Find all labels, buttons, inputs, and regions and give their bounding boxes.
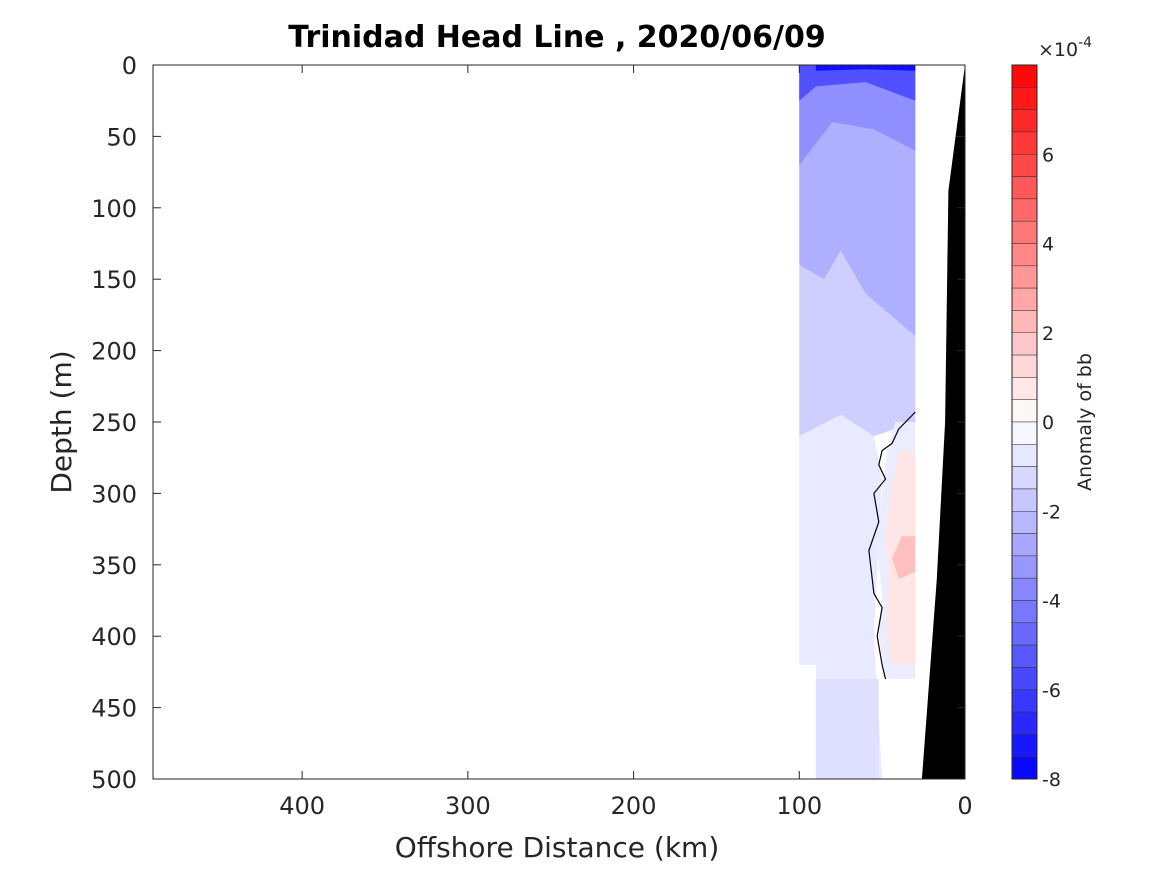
colorbar-band bbox=[1011, 399, 1038, 423]
y-tick-label: 200 bbox=[91, 338, 137, 366]
colorbar-label: Anomaly of bb bbox=[1074, 353, 1096, 491]
colorbar-exponent-base: ×10 bbox=[1038, 39, 1078, 61]
colorbar-band bbox=[1011, 421, 1038, 445]
colorbar-band bbox=[1011, 622, 1038, 646]
colorbar-band bbox=[1011, 198, 1038, 222]
colorbar-band bbox=[1011, 444, 1038, 467]
colorbar-bands bbox=[1011, 64, 1038, 780]
colorbar-band bbox=[1011, 176, 1038, 200]
colorbar-tick-label: -8 bbox=[1042, 769, 1061, 791]
colorbar-band bbox=[1011, 466, 1038, 490]
anomaly-region-3 bbox=[799, 65, 916, 165]
colorbar-band bbox=[1011, 577, 1038, 601]
anomaly-region-9 bbox=[892, 536, 916, 580]
colorbar-band bbox=[1011, 689, 1038, 713]
colorbar-band bbox=[1011, 332, 1038, 356]
bathymetry-seafloor bbox=[921, 65, 965, 779]
colorbar-band bbox=[1011, 354, 1038, 378]
anomaly-region-4 bbox=[799, 65, 916, 101]
y-tick-label: 450 bbox=[91, 695, 137, 723]
colorbar-frame bbox=[1011, 64, 1038, 780]
x-tick-label: 100 bbox=[776, 792, 822, 820]
y-axis-label: Depth (m) bbox=[45, 350, 78, 493]
y-tick-label: 0 bbox=[122, 52, 137, 80]
colorbar-exponent: ×10-4 bbox=[1038, 35, 1092, 61]
colorbar-band bbox=[1011, 644, 1038, 668]
colorbar-band bbox=[1011, 756, 1038, 780]
colorbar-band bbox=[1011, 555, 1038, 579]
x-tick-label: 200 bbox=[611, 792, 657, 820]
colorbar-band bbox=[1011, 511, 1038, 534]
zero-contour-line bbox=[868, 411, 916, 680]
colorbar-tick-label: 6 bbox=[1042, 144, 1054, 166]
x-tick-label: 400 bbox=[279, 792, 325, 820]
colorbar-band bbox=[1011, 533, 1038, 557]
colorbar-tick-label: -4 bbox=[1042, 591, 1061, 613]
plot-area: 400 300 200 100 0 0 50 100 150 200 250 300 350 400 45… bbox=[91, 52, 972, 820]
colorbar-tick-label: -6 bbox=[1042, 680, 1061, 702]
colorbar-band bbox=[1011, 109, 1038, 133]
colorbar-band bbox=[1011, 265, 1038, 289]
x-axis-label: Offshore Distance (km) bbox=[395, 831, 720, 864]
colorbar-exponent-power: -4 bbox=[1078, 35, 1092, 51]
x-axis-ticks: 400 300 200 100 0 bbox=[279, 65, 973, 820]
colorbar-band bbox=[1011, 243, 1038, 267]
colorbar-band bbox=[1011, 711, 1038, 735]
y-tick-label: 150 bbox=[91, 266, 137, 294]
colorbar-band bbox=[1011, 87, 1038, 110]
x-tick-label: 0 bbox=[957, 792, 972, 820]
y-tick-label: 100 bbox=[91, 195, 137, 223]
colorbar-band bbox=[1011, 734, 1038, 757]
colorbar-band bbox=[1011, 377, 1038, 400]
colorbar-band bbox=[1011, 220, 1038, 244]
y-axis-ticks: 0 50 100 150 200 250 300 350 400 450 500 bbox=[91, 52, 965, 794]
y-tick-label: 50 bbox=[106, 123, 137, 151]
colorbar-tick-label: -2 bbox=[1042, 501, 1061, 523]
colorbar-band bbox=[1011, 600, 1038, 624]
colorbar-band bbox=[1011, 154, 1038, 177]
colorbar-band bbox=[1011, 310, 1038, 334]
colorbar-ticks: 6 4 2 0 -2 -4 -6 -8 bbox=[1042, 144, 1061, 791]
colorbar-tick-label: 0 bbox=[1042, 412, 1054, 434]
anomaly-field bbox=[799, 65, 916, 779]
colorbar-tick-label: 4 bbox=[1042, 234, 1054, 256]
chart-title: Trinidad Head Line , 2020/06/09 bbox=[288, 20, 825, 55]
colorbar-tick-label: 2 bbox=[1042, 323, 1054, 345]
x-tick-label: 300 bbox=[445, 792, 491, 820]
colorbar-band bbox=[1011, 488, 1038, 512]
colorbar-band bbox=[1011, 287, 1038, 311]
y-tick-label: 300 bbox=[91, 480, 137, 508]
y-tick-label: 350 bbox=[91, 552, 137, 580]
colorbar-band bbox=[1011, 64, 1038, 88]
anomaly-region-6 bbox=[815, 679, 879, 779]
anomaly-region-5 bbox=[815, 65, 916, 71]
y-tick-label: 250 bbox=[91, 409, 137, 437]
y-tick-label: 400 bbox=[91, 623, 137, 651]
colorbar-band bbox=[1011, 131, 1038, 155]
y-tick-label: 500 bbox=[91, 766, 137, 794]
colorbar-band bbox=[1011, 667, 1038, 691]
